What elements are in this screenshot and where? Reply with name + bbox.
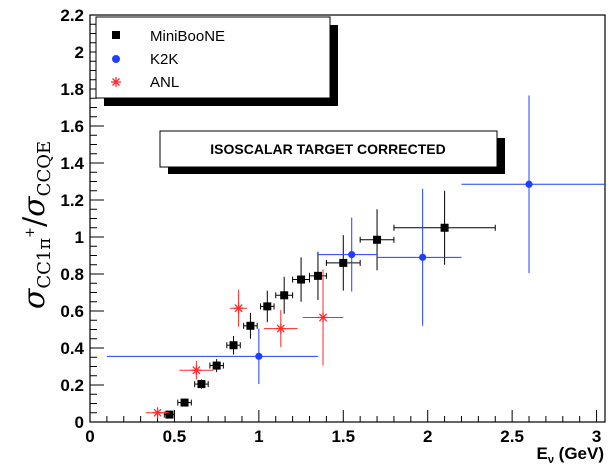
marker-square <box>313 271 322 280</box>
x-axis-title: Eν (GeV) <box>536 444 604 464</box>
y-tick-label: 0.2 <box>60 376 84 395</box>
y-tick-label: 0 <box>75 413 84 432</box>
y-tick-label: 0.6 <box>60 302 84 321</box>
data-point <box>359 209 395 271</box>
x-tick-label: 1.5 <box>331 427 355 446</box>
y-tick-label: 1.4 <box>60 154 84 173</box>
data-point <box>461 95 605 274</box>
marker-square <box>297 275 306 284</box>
legend-marker-anl <box>111 77 121 87</box>
annotation-box <box>159 130 498 168</box>
legend-label-miniboone: MiniBooNE <box>150 28 225 45</box>
data-point <box>106 328 318 385</box>
x-tick-label: 3 <box>592 427 601 446</box>
marker-star <box>233 303 244 314</box>
star-stroke <box>192 366 201 375</box>
marker-square <box>339 258 348 267</box>
legend: MiniBooNE K2K ANL <box>95 16 338 106</box>
star-stroke <box>276 324 285 333</box>
series-k2k <box>106 95 605 385</box>
x-tick-label: 2 <box>423 427 432 446</box>
x-tick-label: 1 <box>254 427 263 446</box>
legend-label-anl: ANL <box>150 74 179 91</box>
series-miniboone <box>163 190 496 419</box>
data-point <box>377 188 462 326</box>
x-tick-label: 0.5 <box>163 427 187 446</box>
y-tick-label: 0.8 <box>60 265 84 284</box>
marker-square <box>180 398 189 407</box>
data-point <box>243 312 258 339</box>
marker-circle <box>348 250 356 259</box>
legend-box <box>95 16 331 99</box>
data-point <box>194 379 209 389</box>
marker-circle <box>255 352 263 360</box>
y-tick-label: 1.6 <box>60 117 84 136</box>
x-tick-label: 2.5 <box>500 427 524 446</box>
data-point <box>226 335 241 355</box>
marker-star <box>275 323 286 334</box>
legend-marker-k2k <box>112 55 120 63</box>
data-layer <box>106 95 605 419</box>
marker-circle <box>525 180 533 188</box>
x-tick-label: 0 <box>85 427 94 446</box>
data-point <box>209 359 224 373</box>
y-tick-label: 2.2 <box>60 6 84 25</box>
data-point <box>177 398 192 407</box>
annotation-text: ISOSCALAR TARGET CORRECTED <box>210 141 445 157</box>
y-tick-label: 2 <box>75 43 84 62</box>
data-point <box>292 257 311 302</box>
legend-marker-miniboone <box>112 31 120 39</box>
marker-star <box>152 407 163 418</box>
y-tick-label: 1.2 <box>60 191 84 210</box>
y-tick-label: 1 <box>75 228 84 247</box>
legend-label-k2k: K2K <box>150 51 178 68</box>
data-point <box>275 276 294 314</box>
y-axis-title: σCC1π+/σCCQE <box>17 141 55 309</box>
data-point <box>263 310 298 348</box>
marker-square <box>440 223 449 232</box>
marker-square <box>165 410 174 419</box>
axis-ticks <box>89 14 598 423</box>
annotation: ISOSCALAR TARGET CORRECTED <box>159 130 505 174</box>
data-point <box>145 407 170 419</box>
marker-star <box>191 365 202 376</box>
data-point <box>317 217 378 292</box>
data-point <box>393 190 496 265</box>
marker-star <box>318 312 329 323</box>
data-point <box>325 235 361 291</box>
marker-square <box>280 291 289 300</box>
data-point <box>179 360 214 380</box>
series-anl <box>145 269 344 419</box>
data-point <box>163 410 175 419</box>
data-point <box>230 289 248 327</box>
y-tick-label: 1.8 <box>60 80 84 99</box>
y-tick-label: 0.4 <box>60 339 84 358</box>
data-point <box>309 251 327 300</box>
star-stroke <box>234 304 243 313</box>
marker-square <box>212 361 221 370</box>
marker-circle <box>419 253 427 261</box>
marker-square <box>229 341 238 350</box>
data-point <box>302 269 344 366</box>
star-stroke <box>153 408 162 417</box>
data-point <box>260 290 275 323</box>
marker-square <box>373 235 382 244</box>
axis-tick-labels: 0 0.5 1 1.5 2 2.5 3 0 0.2 0.4 0.6 0.8 1 1.2 1.4 1.6 1.8 2… <box>60 6 601 446</box>
marker-square <box>263 302 272 311</box>
star-stroke <box>318 313 328 322</box>
marker-square <box>197 380 206 389</box>
marker-square <box>246 321 255 330</box>
